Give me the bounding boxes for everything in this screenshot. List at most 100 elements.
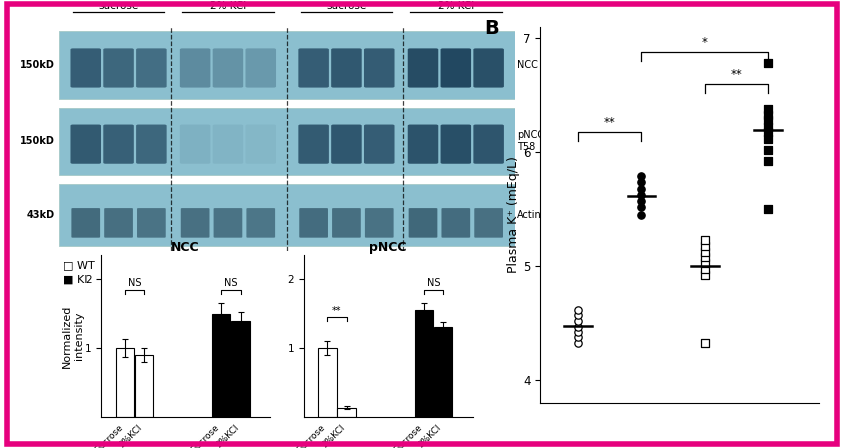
FancyBboxPatch shape: [300, 208, 328, 237]
Bar: [59, 108, 515, 175]
FancyBboxPatch shape: [441, 125, 471, 164]
FancyBboxPatch shape: [136, 48, 166, 87]
FancyBboxPatch shape: [103, 125, 134, 164]
Text: NS: NS: [427, 279, 441, 289]
Bar: [135, 355, 154, 417]
FancyBboxPatch shape: [474, 208, 503, 237]
Bar: [59, 31, 515, 99]
FancyBboxPatch shape: [408, 125, 438, 164]
Text: □ WT
■ KI: □ WT ■ KI: [63, 260, 95, 284]
Point: [698, 272, 711, 279]
Bar: [338, 408, 356, 417]
Text: 2%KCl: 2%KCl: [214, 423, 241, 448]
Text: sucrose: sucrose: [99, 1, 138, 11]
Point: [635, 185, 648, 192]
Text: NS: NS: [225, 279, 238, 289]
Point: [635, 191, 648, 198]
Point: [635, 211, 648, 219]
Text: **: **: [604, 116, 615, 129]
FancyBboxPatch shape: [364, 125, 394, 164]
FancyBboxPatch shape: [103, 48, 134, 87]
Point: [635, 172, 648, 180]
Title: pNCC: pNCC: [370, 241, 407, 254]
Point: [698, 339, 711, 346]
FancyBboxPatch shape: [137, 208, 165, 237]
FancyBboxPatch shape: [181, 208, 209, 237]
Point: [761, 135, 775, 142]
Text: 2% KCl: 2% KCl: [210, 1, 246, 11]
FancyBboxPatch shape: [441, 48, 471, 87]
FancyBboxPatch shape: [72, 208, 100, 237]
Point: [635, 198, 648, 205]
FancyBboxPatch shape: [136, 125, 166, 164]
Bar: [59, 184, 515, 246]
Text: Sucrose: Sucrose: [392, 423, 424, 448]
FancyBboxPatch shape: [246, 208, 275, 237]
FancyBboxPatch shape: [246, 125, 276, 164]
Text: sucrose: sucrose: [327, 1, 366, 11]
Text: Sucrose: Sucrose: [190, 423, 221, 448]
Point: [698, 242, 711, 250]
FancyBboxPatch shape: [408, 208, 437, 237]
FancyBboxPatch shape: [365, 208, 393, 237]
Text: NS: NS: [127, 279, 141, 289]
Point: [698, 248, 711, 255]
Point: [571, 306, 585, 313]
Point: [761, 117, 775, 124]
FancyBboxPatch shape: [332, 208, 360, 237]
Bar: [231, 321, 250, 417]
Y-axis label: Plasma K⁺ (mEq/L): Plasma K⁺ (mEq/L): [507, 157, 520, 273]
Text: NCC: NCC: [517, 60, 538, 70]
Text: 43kD: 43kD: [26, 210, 55, 220]
Text: 150kD: 150kD: [19, 60, 55, 70]
FancyBboxPatch shape: [214, 208, 242, 237]
Point: [698, 254, 711, 261]
Text: pNCC
T58: pNCC T58: [517, 130, 544, 152]
Text: 150kD: 150kD: [19, 136, 55, 146]
Point: [698, 237, 711, 244]
Point: [571, 333, 585, 340]
FancyBboxPatch shape: [473, 125, 504, 164]
Text: 2%KCl: 2%KCl: [320, 423, 347, 448]
FancyBboxPatch shape: [71, 48, 101, 87]
Y-axis label: Normalized
intensity: Normalized intensity: [62, 304, 84, 368]
Text: 2%KCl: 2%KCl: [117, 423, 144, 448]
Point: [698, 265, 711, 272]
Bar: [318, 348, 337, 417]
Text: Actin: Actin: [517, 210, 542, 220]
FancyBboxPatch shape: [213, 48, 243, 87]
Bar: [434, 327, 452, 417]
FancyBboxPatch shape: [213, 125, 243, 164]
Text: **: **: [731, 68, 742, 81]
Text: B: B: [484, 19, 499, 39]
FancyBboxPatch shape: [364, 48, 394, 87]
FancyBboxPatch shape: [180, 48, 210, 87]
Bar: [212, 314, 230, 417]
Point: [571, 339, 585, 346]
FancyBboxPatch shape: [331, 48, 362, 87]
FancyBboxPatch shape: [71, 125, 101, 164]
Point: [571, 323, 585, 330]
Text: Sucrose: Sucrose: [93, 423, 125, 448]
FancyBboxPatch shape: [408, 48, 438, 87]
Text: Sucrose: Sucrose: [295, 423, 327, 448]
Text: 2% KCl: 2% KCl: [438, 1, 474, 11]
FancyBboxPatch shape: [104, 208, 133, 237]
Point: [761, 158, 775, 165]
FancyBboxPatch shape: [299, 125, 329, 164]
Point: [761, 105, 775, 112]
Point: [761, 124, 775, 131]
FancyBboxPatch shape: [473, 48, 504, 87]
Point: [571, 312, 585, 319]
FancyBboxPatch shape: [246, 48, 276, 87]
Point: [571, 318, 585, 325]
Text: 2%KCl: 2%KCl: [417, 423, 443, 448]
Title: NCC: NCC: [171, 241, 200, 254]
FancyBboxPatch shape: [441, 208, 470, 237]
Point: [761, 111, 775, 118]
Point: [761, 206, 775, 213]
Bar: [116, 348, 134, 417]
Text: *: *: [702, 36, 707, 49]
Point: [635, 178, 648, 185]
Text: **: **: [333, 306, 342, 316]
